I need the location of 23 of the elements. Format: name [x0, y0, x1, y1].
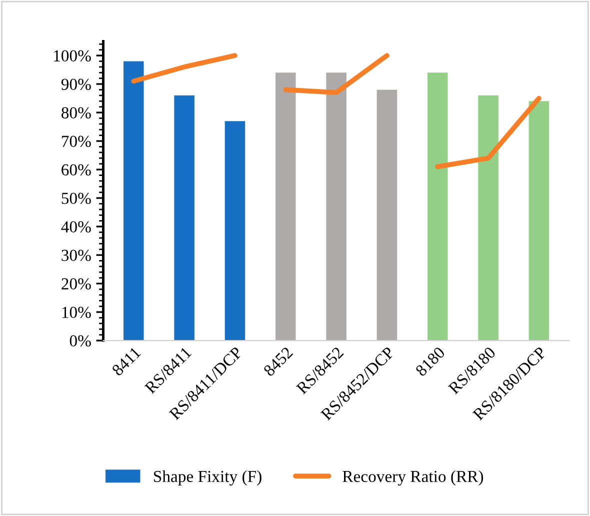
bar	[478, 95, 498, 341]
bar	[124, 61, 144, 341]
y-tick-label: 60%	[62, 164, 91, 176]
y-tick-label: 40%	[61, 221, 91, 233]
bar	[276, 72, 296, 341]
legend-label: Recovery Ratio (RR)	[342, 470, 484, 486]
bar	[224, 121, 246, 341]
bar	[427, 72, 448, 341]
y-tick-label: 20%	[62, 278, 91, 290]
x-tick-label: 8411	[111, 346, 142, 376]
y-tick-label: 90%	[61, 78, 91, 90]
y-tick-label: 80%	[62, 107, 91, 119]
y-tick-label: 70%	[62, 136, 91, 148]
y-tick-label: 50%	[62, 192, 91, 204]
bar	[528, 101, 550, 341]
y-tick-label: 100%	[54, 50, 91, 62]
bar	[174, 95, 194, 341]
y-tick-label: 0%	[70, 335, 91, 347]
y-tick-label: 30%	[62, 250, 91, 262]
legend-label: Shape Fixity (F)	[154, 470, 262, 486]
bar	[376, 90, 398, 341]
bar	[326, 72, 346, 341]
y-tick-label: 10%	[62, 306, 91, 318]
